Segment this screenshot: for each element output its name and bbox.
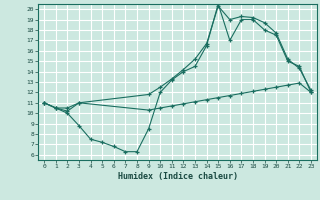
X-axis label: Humidex (Indice chaleur): Humidex (Indice chaleur): [118, 172, 238, 181]
